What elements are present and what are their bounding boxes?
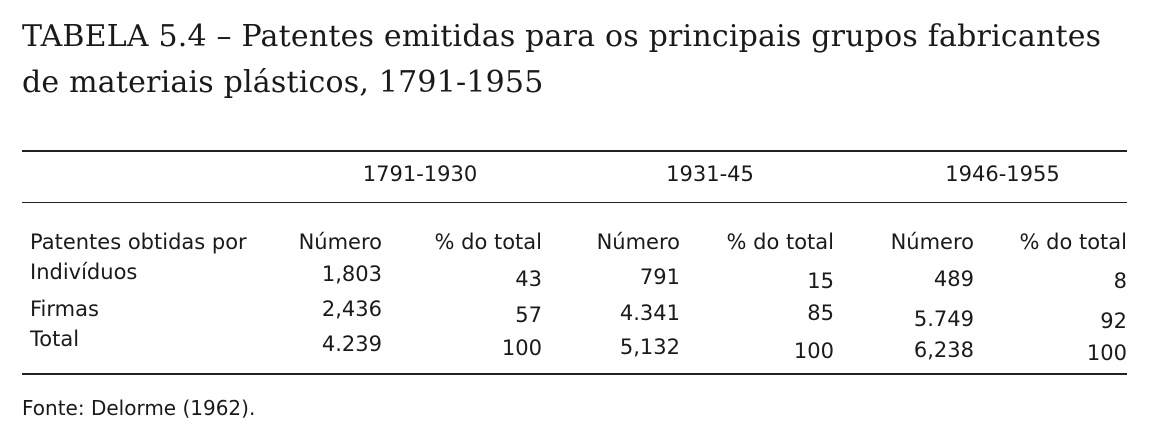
period-header-1: 1791-1930: [362, 162, 478, 186]
row-label: Total: [30, 327, 80, 351]
table-cell: 4.239: [321, 332, 382, 356]
source-note: Fonte: Delorme (1962).: [22, 396, 256, 420]
row-label: Indivíduos: [30, 260, 138, 284]
table-cell: 489: [933, 267, 974, 291]
table-cell: 5.749: [913, 307, 974, 331]
sub-header-number-1: Número: [298, 230, 382, 254]
sub-header-number-2: Número: [596, 230, 680, 254]
table-cell: 8: [1113, 269, 1127, 293]
period-header-2: 1931-45: [666, 162, 754, 186]
table-cell: 92: [1100, 309, 1127, 333]
sub-header-pct-3: % do total: [1019, 230, 1127, 254]
table-cell: 100: [1086, 341, 1127, 365]
table-cell: 85: [807, 301, 834, 325]
table-cell: 1,803: [321, 262, 382, 286]
header-rule: [22, 202, 1127, 203]
table-cell: 43: [515, 267, 542, 291]
sub-header-pct-1: % do total: [434, 230, 542, 254]
table-cell: 6,238: [913, 338, 974, 362]
table-cell: 15: [807, 269, 834, 293]
table-cell: 4.341: [619, 301, 680, 325]
table-cell: 5,132: [619, 335, 680, 359]
table-cell: 57: [515, 303, 542, 327]
period-header-3: 1946-1955: [945, 162, 1060, 186]
table-cell: 2,436: [321, 297, 382, 321]
sub-header-pct-2: % do total: [726, 230, 834, 254]
table-cell: 100: [501, 336, 542, 360]
sub-header-number-3: Número: [890, 230, 974, 254]
table-cell: 791: [639, 265, 680, 289]
table-title: TABELA 5.4 – Patentes emitidas para os p…: [22, 19, 1102, 100]
row-header: Patentes obtidas por: [30, 230, 247, 254]
bottom-rule: [22, 373, 1127, 375]
top-rule: [22, 150, 1127, 152]
row-label: Firmas: [30, 297, 99, 321]
table-cell: 100: [793, 339, 834, 363]
